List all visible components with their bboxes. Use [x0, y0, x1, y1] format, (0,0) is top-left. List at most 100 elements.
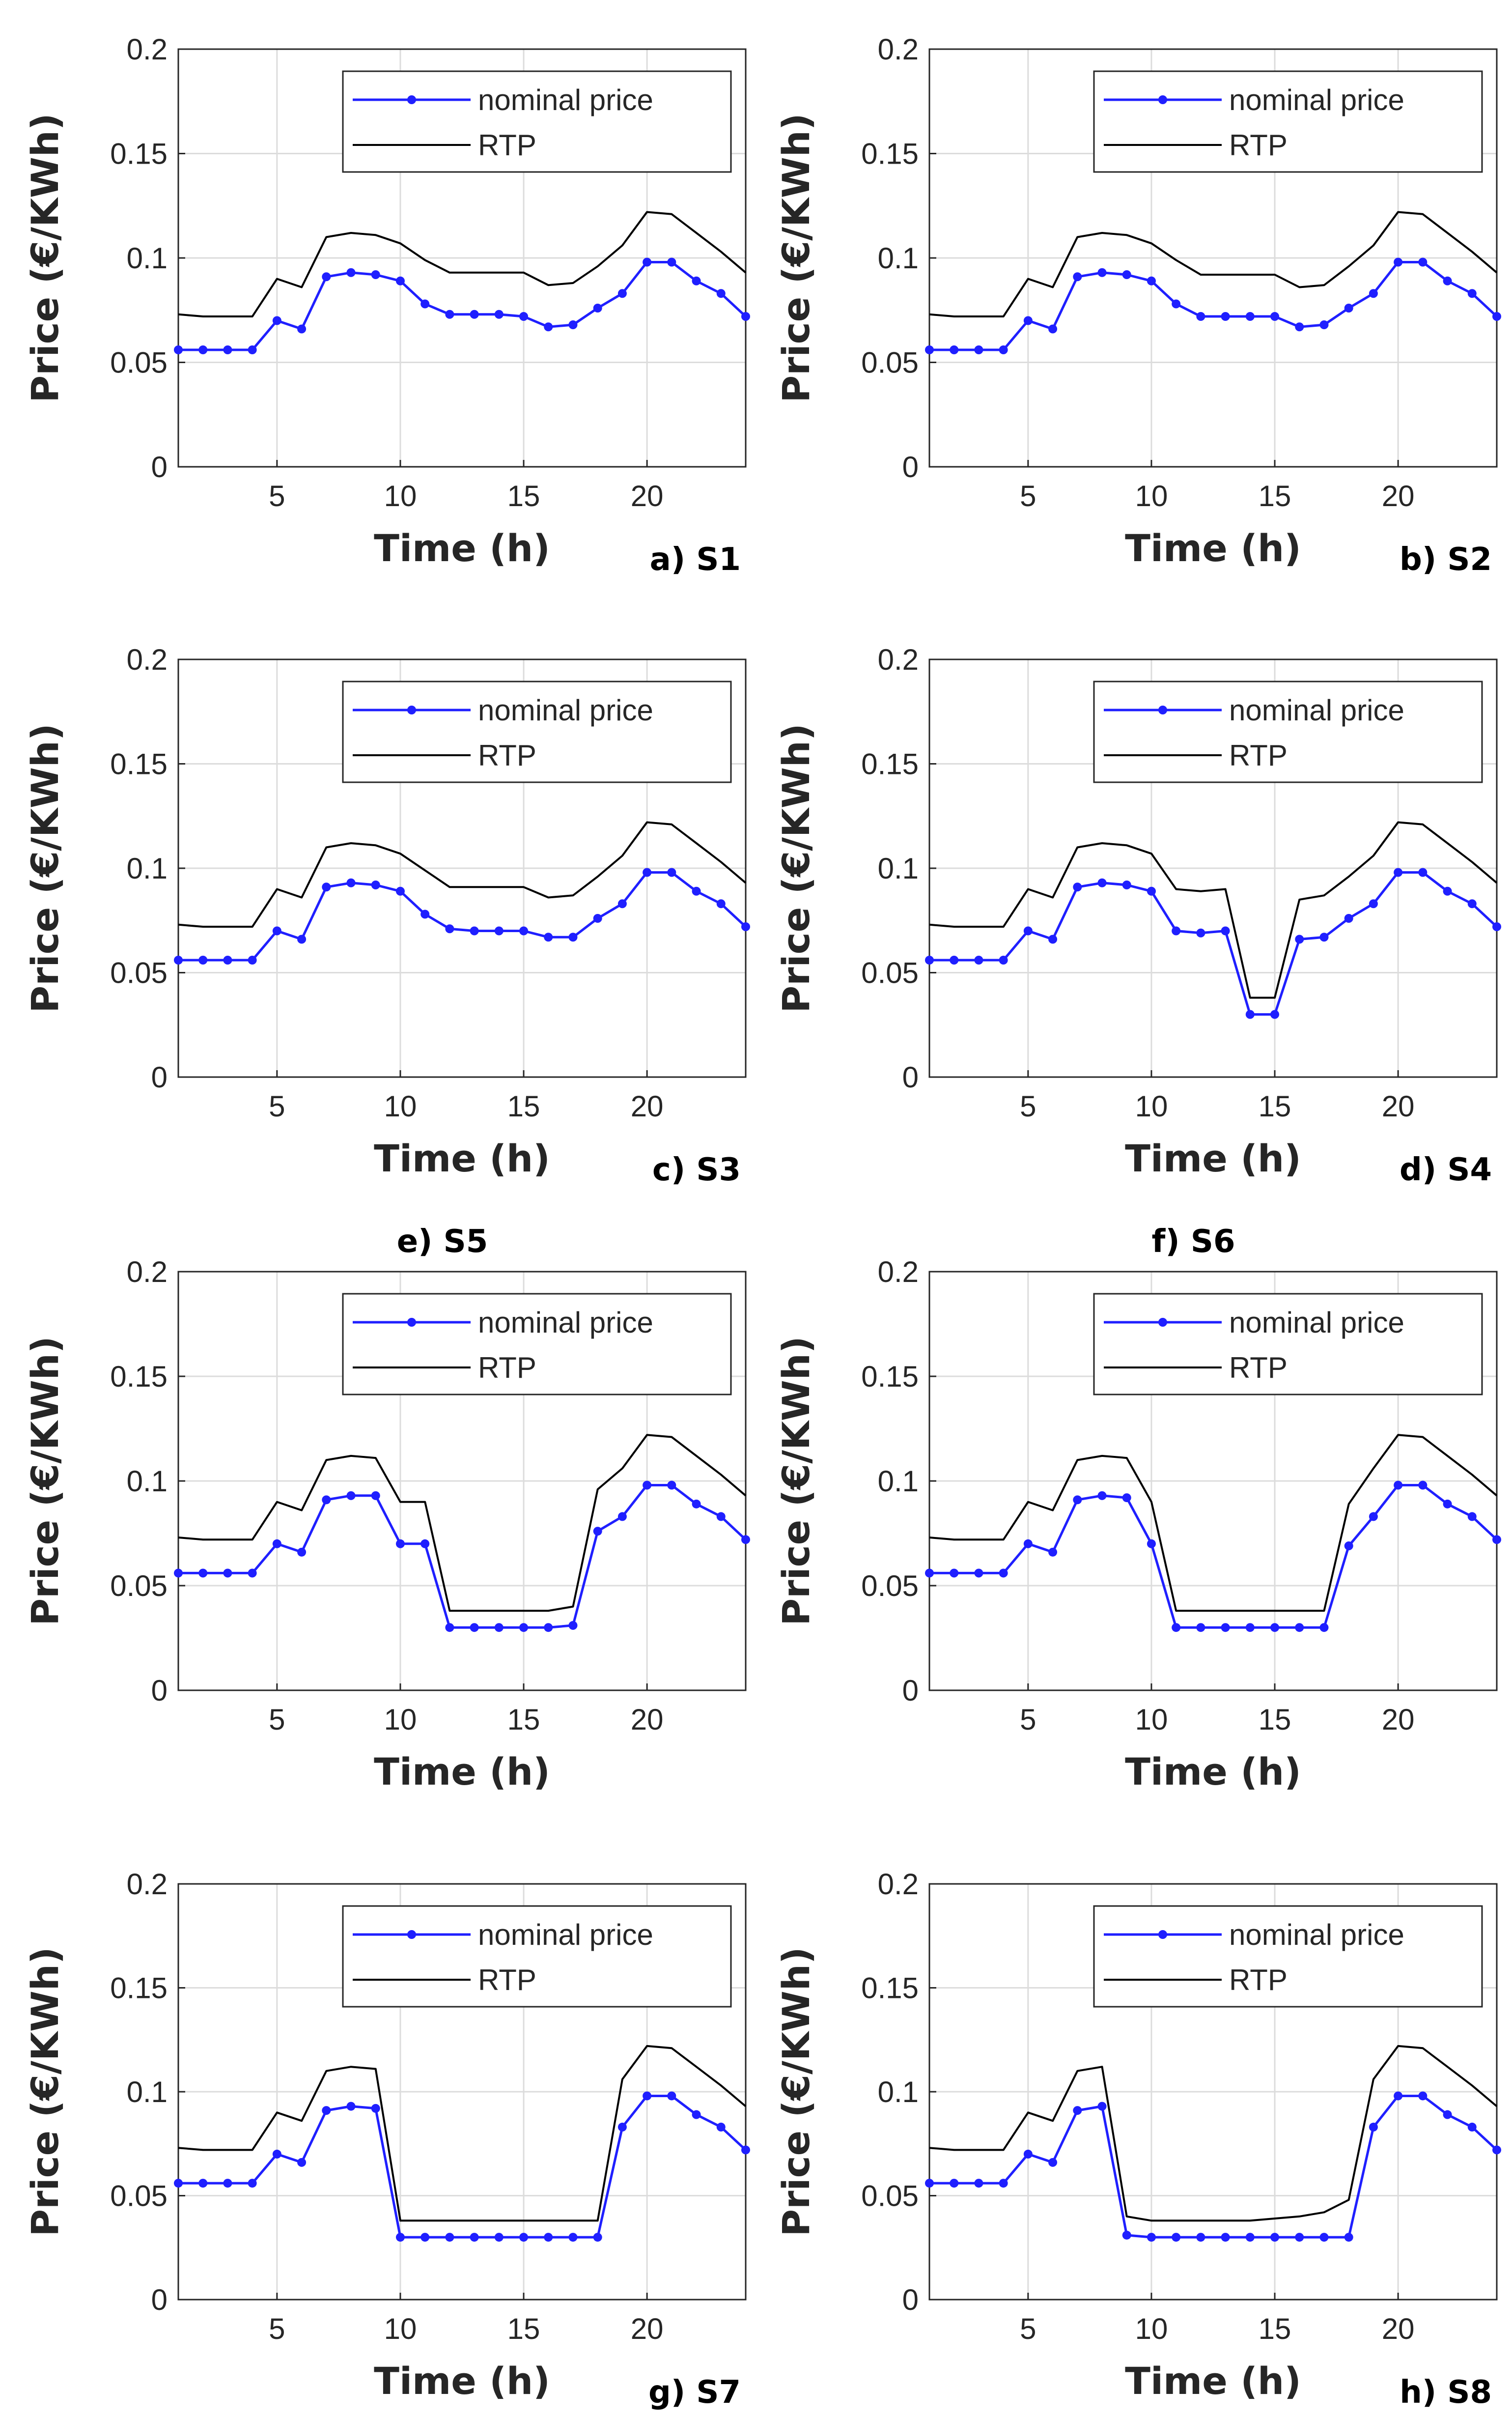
panel-caption: a) S1 — [650, 541, 741, 578]
data-point-nominal-price — [568, 1621, 578, 1630]
data-point-nominal-price — [925, 1568, 934, 1578]
y-tick-label: 0.15 — [110, 1972, 168, 2005]
legend-marker-nominal-price — [407, 1318, 416, 1327]
y-tick-label: 0.1 — [127, 242, 168, 275]
data-point-nominal-price — [519, 312, 529, 321]
data-point-nominal-price — [1418, 2091, 1428, 2101]
legend-box — [1093, 681, 1483, 783]
x-tick-label: 20 — [1382, 1703, 1415, 1736]
x-tick-label: 10 — [1135, 1703, 1168, 1736]
legend-label-rtp: RTP — [478, 129, 536, 162]
data-point-nominal-price — [346, 2102, 356, 2111]
data-point-nominal-price — [223, 345, 232, 354]
data-point-nominal-price — [248, 956, 257, 965]
x-tick-label: 10 — [1135, 2312, 1168, 2345]
series-line-rtp — [929, 1434, 1498, 1612]
legend: nominal price RTP — [342, 1293, 732, 1395]
data-point-nominal-price — [1221, 312, 1230, 321]
data-point-nominal-price — [1048, 324, 1058, 334]
y-axis-label: Price (€/KWh) — [774, 1336, 818, 1625]
data-point-nominal-price — [1295, 935, 1304, 944]
data-point-nominal-price — [1023, 316, 1033, 325]
data-point-nominal-price — [198, 1568, 208, 1578]
data-point-nominal-price — [1196, 928, 1205, 938]
x-tick-label: 5 — [269, 2312, 285, 2345]
data-point-nominal-price — [1270, 312, 1280, 321]
data-point-nominal-price — [1394, 257, 1403, 267]
data-point-nominal-price — [1369, 2122, 1378, 2132]
y-tick-label: 0.2 — [878, 643, 919, 676]
data-point-nominal-price — [1492, 922, 1501, 931]
data-point-nominal-price — [667, 1480, 676, 1490]
legend-label-rtp: RTP — [1229, 1964, 1288, 1996]
data-point-nominal-price — [974, 956, 983, 965]
legend-marker-nominal-price — [1158, 1930, 1167, 1939]
legend-label-rtp: RTP — [1229, 129, 1288, 162]
data-point-nominal-price — [297, 324, 307, 334]
legend: nominal price RTP — [1093, 1905, 1483, 2008]
data-point-nominal-price — [519, 1623, 529, 1632]
data-point-nominal-price — [544, 1623, 553, 1632]
y-tick-label: 0.05 — [110, 346, 168, 379]
panel-caption: h) S8 — [1400, 2374, 1492, 2411]
x-tick-label: 15 — [507, 480, 540, 512]
data-point-nominal-price — [371, 2104, 380, 2113]
x-axis-label: Time (h) — [1125, 1750, 1301, 1793]
data-point-nominal-price — [999, 345, 1008, 354]
data-point-nominal-price — [1467, 1512, 1477, 1521]
legend-marker-nominal-price — [1158, 706, 1167, 714]
data-point-nominal-price — [1394, 868, 1403, 877]
data-point-nominal-price — [395, 276, 405, 285]
data-point-nominal-price — [322, 882, 331, 892]
chart-panel-8: 5 10 15 20 0 0.05 0.1 0.15 0.2 Time (h) Price (€/K… — [774, 1868, 1501, 2411]
data-point-nominal-price — [999, 1568, 1008, 1578]
data-point-nominal-price — [1073, 272, 1082, 282]
x-tick-label: 15 — [1259, 1090, 1291, 1123]
data-point-nominal-price — [716, 899, 726, 909]
legend-box — [342, 1293, 732, 1395]
y-tick-label: 0.05 — [110, 957, 168, 990]
data-point-nominal-price — [1319, 320, 1329, 329]
x-tick-label: 15 — [1259, 1703, 1291, 1736]
legend: nominal price RTP — [342, 681, 732, 783]
data-point-nominal-price — [470, 310, 479, 319]
y-tick-label: 0 — [151, 1061, 168, 1094]
legend-box — [1093, 1293, 1483, 1395]
data-point-nominal-price — [346, 878, 356, 887]
data-point-nominal-price — [248, 345, 257, 354]
panel-caption: d) S4 — [1400, 1152, 1492, 1188]
legend-marker-nominal-price — [407, 706, 416, 714]
x-tick-label: 10 — [384, 480, 417, 512]
data-point-nominal-price — [593, 1527, 602, 1536]
x-tick-label: 5 — [1020, 1703, 1036, 1736]
data-point-nominal-price — [667, 2091, 676, 2101]
legend-marker-nominal-price — [407, 1930, 416, 1939]
data-point-nominal-price — [667, 257, 676, 267]
data-point-nominal-price — [1418, 868, 1428, 877]
data-point-nominal-price — [494, 2233, 504, 2242]
x-tick-label: 15 — [507, 1703, 540, 1736]
data-point-nominal-price — [248, 2179, 257, 2188]
data-point-nominal-price — [1196, 2233, 1205, 2242]
data-point-nominal-price — [593, 304, 602, 313]
data-point-nominal-price — [445, 2233, 454, 2242]
data-point-nominal-price — [1172, 1623, 1181, 1632]
chart-panel-2: 5 10 15 20 0 0.05 0.1 0.15 0.2 Time (h) Price (€/K… — [774, 33, 1501, 578]
panel-caption: b) S2 — [1400, 541, 1492, 578]
x-axis-label: Time (h) — [1125, 526, 1301, 570]
y-tick-label: 0 — [902, 451, 919, 484]
data-point-nominal-price — [925, 2179, 934, 2188]
series-line-rtp — [178, 1434, 747, 1612]
data-point-nominal-price — [1295, 322, 1304, 332]
x-tick-label: 20 — [631, 1090, 664, 1123]
x-tick-label: 15 — [507, 2312, 540, 2345]
data-point-nominal-price — [1097, 1491, 1107, 1500]
x-tick-label: 10 — [1135, 1090, 1168, 1123]
legend-box — [342, 681, 732, 783]
data-point-nominal-price — [1172, 299, 1181, 309]
legend-label-rtp: RTP — [478, 1964, 536, 1996]
x-tick-label: 5 — [269, 1703, 285, 1736]
data-point-nominal-price — [1221, 1623, 1230, 1632]
y-tick-label: 0.15 — [861, 1360, 919, 1393]
data-point-nominal-price — [1245, 1623, 1255, 1632]
